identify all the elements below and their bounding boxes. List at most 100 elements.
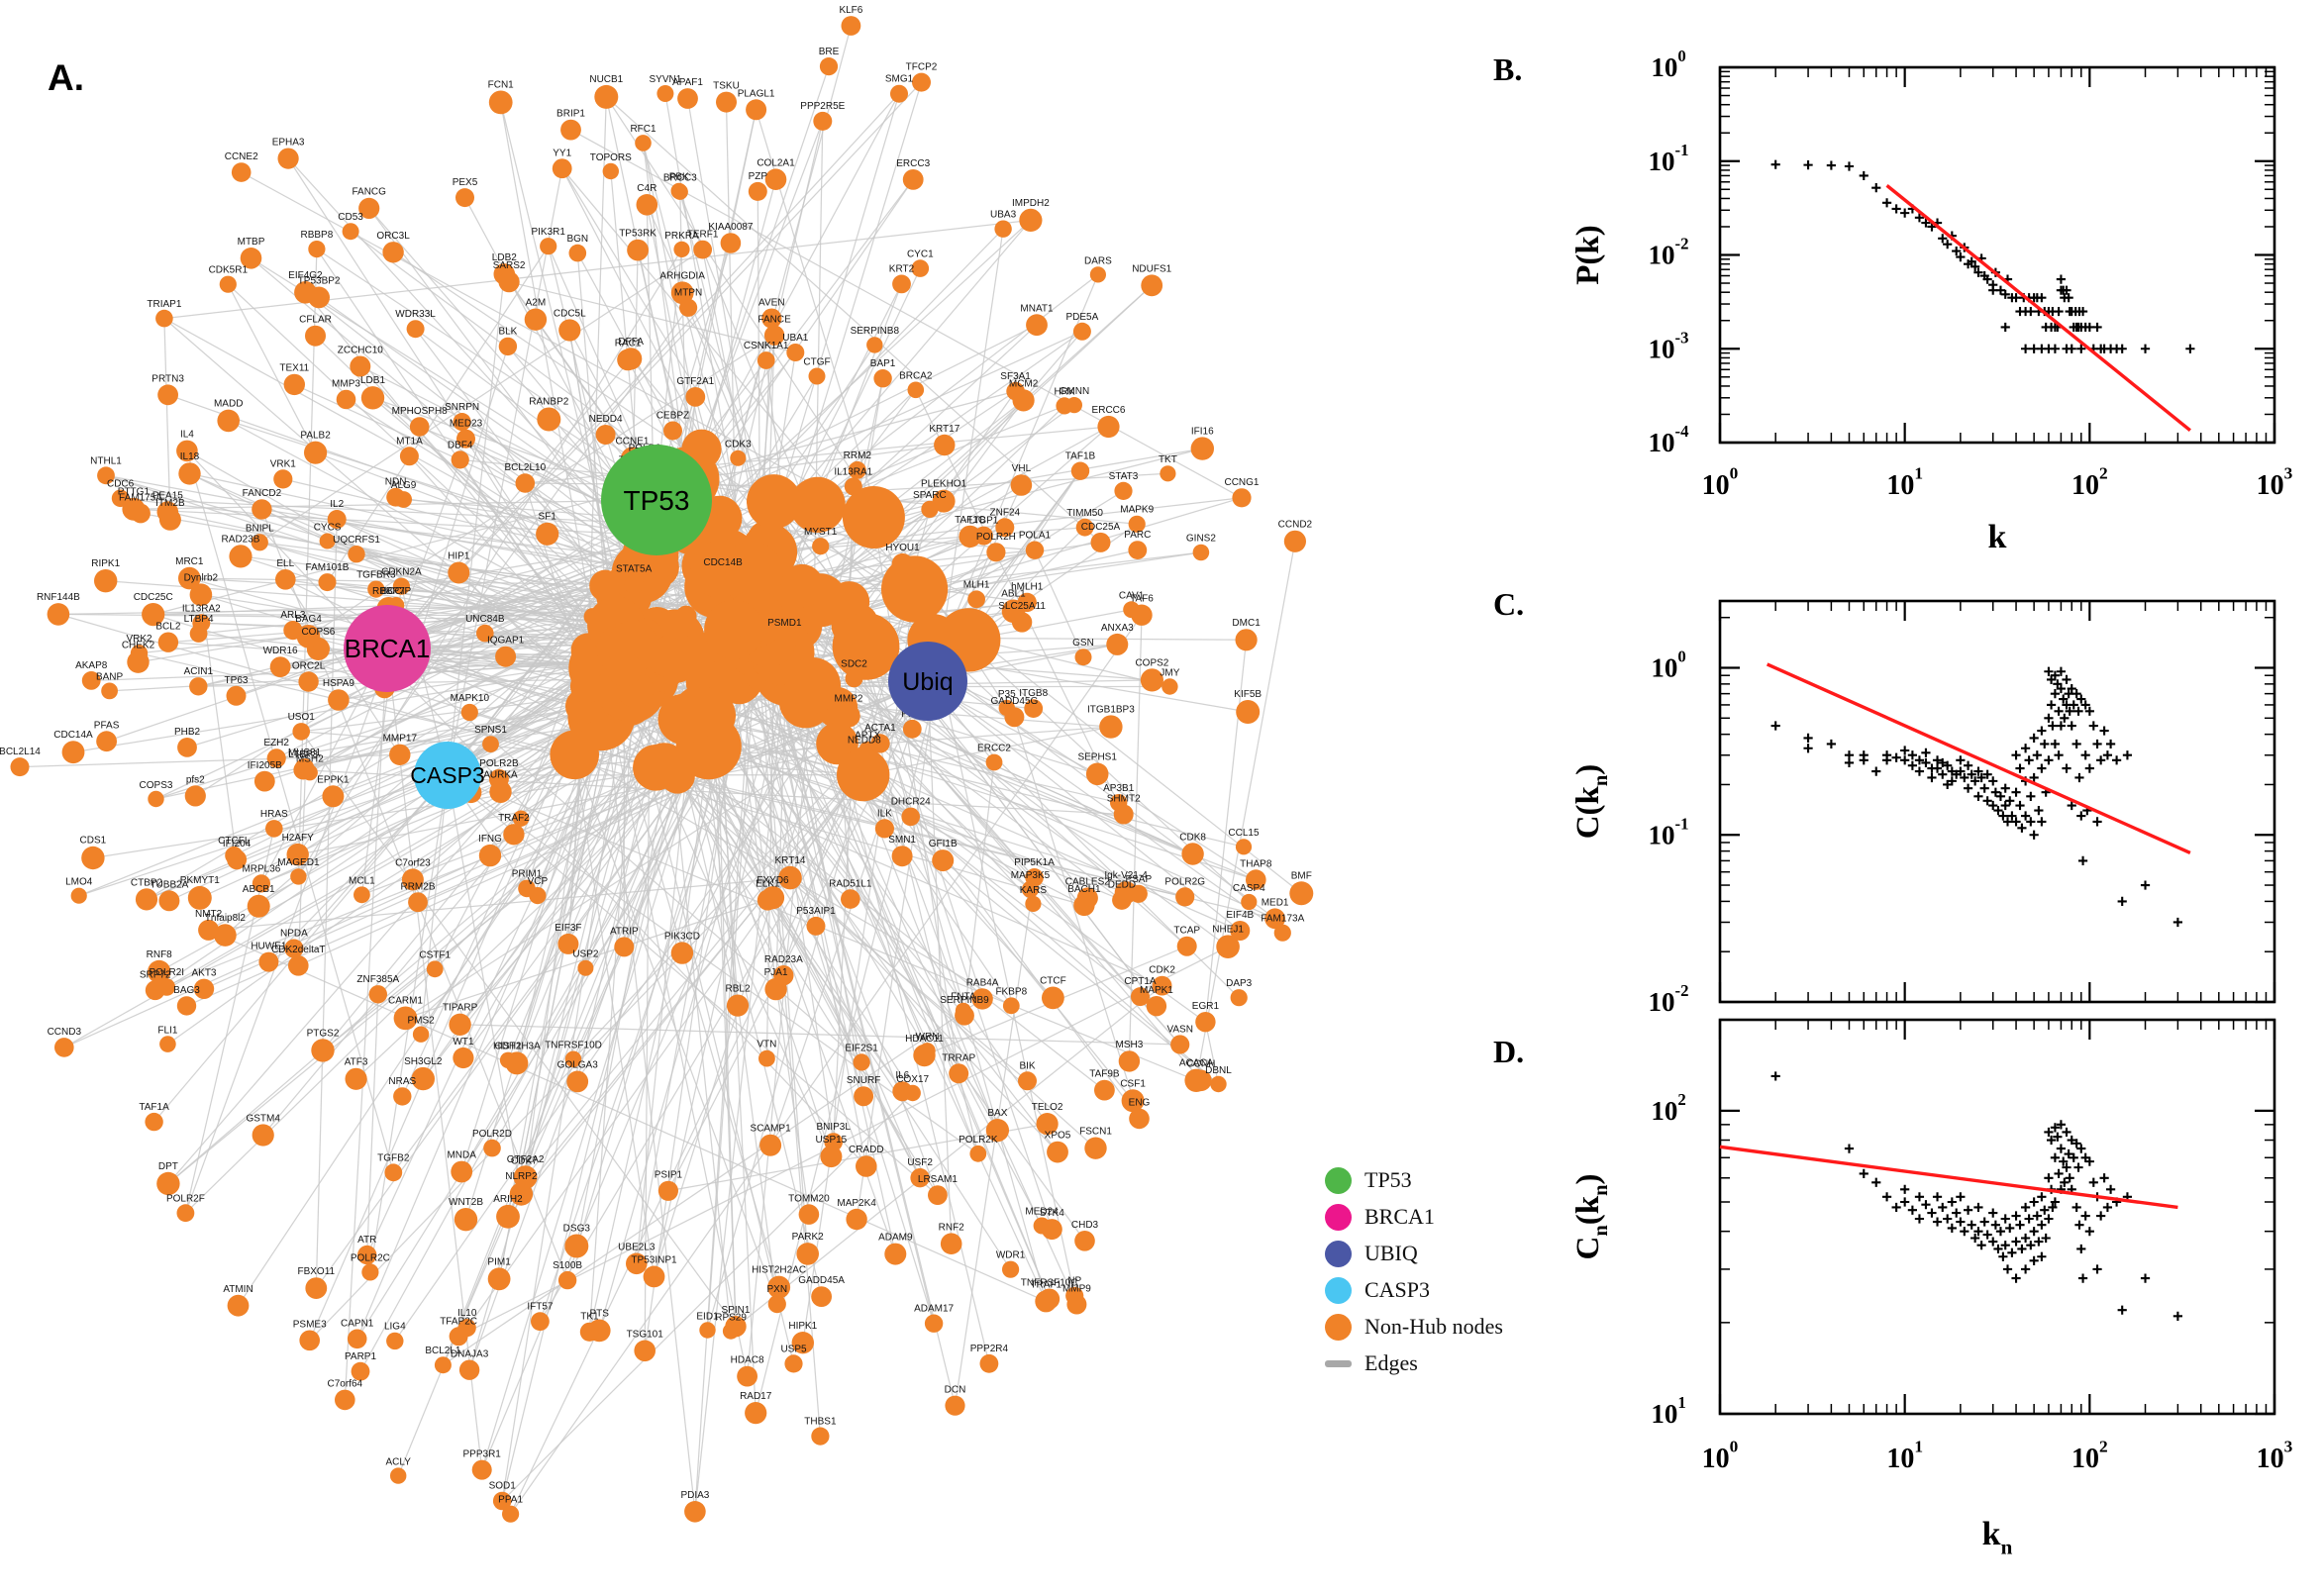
gene-label: ABL1: [1001, 589, 1026, 600]
gene-label: ILK: [877, 808, 892, 819]
network-edge: [681, 747, 710, 953]
gene-label: EPPK1: [317, 774, 350, 785]
gene-label: IL6: [895, 1070, 909, 1081]
network-edge: [501, 775, 678, 1502]
non-hub-node: [1112, 890, 1132, 910]
gene-label: NP: [1067, 1276, 1081, 1287]
non-hub-node: [284, 939, 304, 958]
non-hub-node: [253, 770, 275, 792]
non-hub-node: [61, 741, 85, 764]
gene-label: PTS: [589, 1308, 609, 1319]
gene-label: CDH1: [494, 1042, 522, 1052]
non-hub-node: [1074, 1231, 1095, 1251]
non-hub-node: [499, 1051, 517, 1069]
gene-label: APTX: [855, 731, 880, 742]
gene-label: MNDA: [447, 1150, 476, 1161]
non-hub-node: [775, 628, 794, 647]
non-hub-node: [240, 247, 262, 269]
gene-label: ORC2L: [292, 660, 326, 671]
gene-label: ITM2B: [155, 498, 185, 509]
gene-label: STK4: [1040, 1208, 1064, 1219]
non-hub-node: [979, 1353, 999, 1373]
non-hub-node: [949, 1063, 969, 1084]
network-edge: [208, 876, 791, 932]
network-edge: [576, 657, 676, 1082]
gene-label: SOD1: [489, 1481, 517, 1492]
network-edge: [605, 96, 1101, 544]
non-hub-node: [1026, 314, 1048, 337]
network-edge: [168, 688, 629, 902]
gene-label: MED23: [450, 419, 483, 430]
non-hub-node: [292, 723, 311, 741]
non-hub-node: [298, 671, 319, 692]
non-hub-node: [449, 1013, 471, 1036]
gene-label: TSG101: [627, 1329, 664, 1340]
non-hub-node: [386, 487, 405, 507]
gene-label: PIK3CD: [664, 931, 700, 942]
gene-label: PALB2: [300, 431, 331, 442]
gene-label: PKMYT1: [180, 875, 220, 886]
non-hub-node: [496, 1204, 520, 1229]
network-edge: [186, 449, 867, 1167]
gene-label: ACIN1: [184, 666, 214, 677]
gene-label: ITGB1BP3: [1087, 704, 1135, 715]
network-edge: [682, 718, 1123, 901]
gene-label: BCL2L10: [504, 462, 546, 473]
non-hub-node: [1106, 633, 1129, 655]
non-hub-node: [1190, 437, 1215, 460]
gene-label: DSG3: [563, 1224, 591, 1235]
y-tick-label: 10-3: [1649, 328, 1689, 363]
non-hub-node: [361, 1263, 379, 1281]
network-edge: [184, 459, 461, 1214]
non-hub-node: [1084, 1137, 1107, 1159]
non-hub-node: [853, 746, 876, 770]
gene-label: DNAJA3: [451, 1349, 489, 1360]
gene-label: NEDD8: [848, 736, 881, 747]
gene-label: PHB2: [174, 727, 201, 738]
network-edge: [730, 985, 1162, 1332]
network-edge: [208, 929, 1047, 1302]
non-hub-node: [305, 1277, 328, 1299]
non-hub-node: [624, 574, 644, 594]
non-hub-node: [1162, 678, 1178, 695]
fit-line: [1885, 184, 2191, 432]
gene-label: IL18: [180, 451, 200, 462]
gene-label: CRADD: [849, 1145, 884, 1155]
non-hub-node: [401, 868, 424, 891]
non-hub-node: [304, 441, 328, 464]
gene-label: MED24: [1025, 1207, 1059, 1218]
gene-label: SEPHS1: [1077, 751, 1117, 762]
gene-label: TKT: [1159, 454, 1177, 465]
gene-label: MTBP: [238, 237, 265, 248]
gene-label: TOMM20: [788, 1193, 830, 1204]
gene-label: RBBP8: [301, 230, 334, 241]
non-hub-node: [1099, 715, 1123, 739]
fit-line: [1719, 1145, 2178, 1210]
non-hub-node: [566, 1070, 589, 1093]
legend-color-dot: [1325, 1313, 1352, 1341]
gene-labels-layer: ARL3BANPTAF9BNPDAMAGED1DHCR24CDC14ATP53R…: [0, 5, 1313, 1506]
non-hub-node: [409, 417, 430, 437]
non-hub-node: [657, 693, 709, 745]
non-hub-node: [784, 657, 841, 714]
non-hub-node: [1140, 668, 1163, 692]
gene-label: CSNK1A1: [744, 341, 789, 351]
network-edge: [186, 450, 394, 1173]
plot-panel-D: 100 101 102 103 102 101 kn Cn(kn): [1570, 1018, 2293, 1559]
gene-label: MAGED1: [277, 857, 320, 868]
non-hub-node: [1056, 397, 1073, 415]
gene-label: GTF2A2: [507, 1154, 545, 1165]
gene-label: SH3GL2: [404, 1056, 443, 1067]
network-edge: [927, 680, 1283, 934]
network-edge: [746, 685, 814, 1377]
gene-label: POLR2B: [479, 758, 519, 769]
gene-label: ATMIN: [223, 1284, 252, 1295]
network-edge: [863, 509, 931, 758]
non-hub-node: [354, 886, 370, 904]
non-hub-node: [969, 1145, 987, 1162]
gene-label: COL2A1: [757, 157, 795, 168]
gene-label: PPA1: [498, 1495, 523, 1506]
gene-label: COPS3: [140, 780, 173, 791]
non-hub-node: [178, 566, 201, 590]
network-edge: [856, 229, 1004, 1220]
